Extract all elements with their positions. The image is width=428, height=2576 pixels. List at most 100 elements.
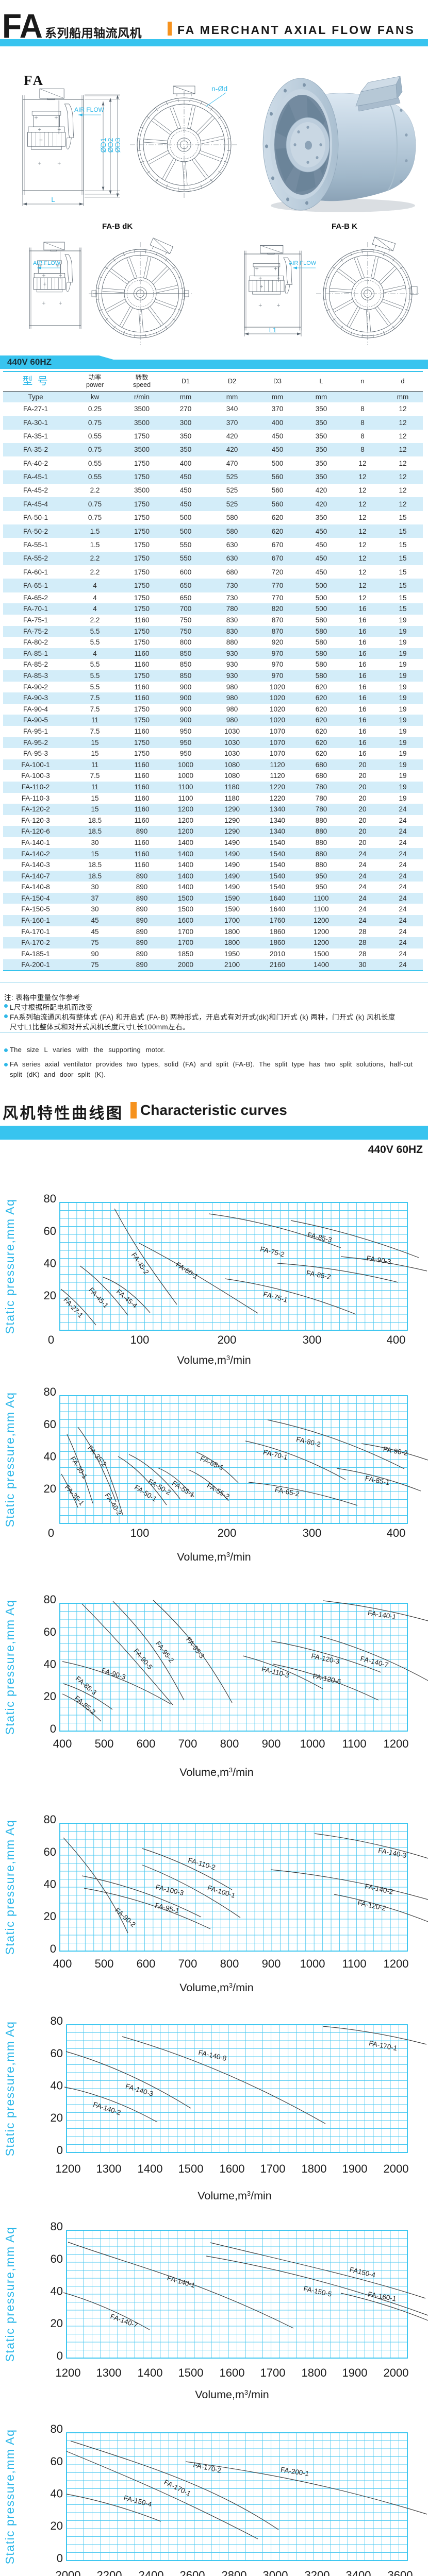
svg-text:900: 900 xyxy=(262,1737,281,1750)
svg-text:1100: 1100 xyxy=(342,1737,366,1750)
svg-text:L: L xyxy=(51,196,55,204)
svg-text:2600: 2600 xyxy=(180,2569,205,2576)
svg-text:20: 20 xyxy=(51,2317,63,2330)
svg-text:2800: 2800 xyxy=(222,2569,247,2576)
svg-text:800: 800 xyxy=(220,1957,239,1970)
svg-text:Static pressure,mm Aq: Static pressure,mm Aq xyxy=(3,2227,17,2362)
svg-text:80: 80 xyxy=(51,2014,63,2027)
svg-text:1100: 1100 xyxy=(342,1957,366,1970)
svg-text:20: 20 xyxy=(44,1690,56,1703)
svg-text:500: 500 xyxy=(95,1737,114,1750)
svg-text:60: 60 xyxy=(44,1845,56,1858)
svg-text:FA-150-4: FA-150-4 xyxy=(123,2494,153,2509)
svg-text:FA-85-2: FA-85-2 xyxy=(306,1269,332,1281)
svg-text:L1: L1 xyxy=(269,326,276,334)
svg-text:40: 40 xyxy=(51,2487,63,2500)
svg-text:400: 400 xyxy=(387,1333,406,1346)
svg-text:FA-75-1: FA-75-1 xyxy=(262,1290,288,1304)
svg-text:0: 0 xyxy=(50,1942,56,1955)
svg-text:FA-90-2: FA-90-2 xyxy=(383,1445,408,1457)
svg-text:FA-110-2: FA-110-2 xyxy=(187,1856,217,1871)
svg-text:400: 400 xyxy=(53,1737,72,1750)
svg-text:800: 800 xyxy=(220,1737,239,1750)
svg-text:600: 600 xyxy=(137,1737,156,1750)
svg-text:FA-27-1: FA-27-1 xyxy=(62,1296,85,1319)
svg-text:20: 20 xyxy=(51,2519,63,2532)
svg-text:1900: 1900 xyxy=(342,2366,368,2379)
svg-text:40: 40 xyxy=(44,1450,56,1463)
svg-text:FA-85-1: FA-85-1 xyxy=(365,1475,390,1487)
svg-text:900: 900 xyxy=(262,1957,281,1970)
svg-text:700: 700 xyxy=(178,1957,197,1970)
svg-text:1700: 1700 xyxy=(260,2162,286,2175)
svg-text:40: 40 xyxy=(51,2079,63,2092)
svg-text:Volume,m3/min: Volume,m3/min xyxy=(177,1354,251,1366)
svg-text:40: 40 xyxy=(44,1658,56,1671)
svg-text:60: 60 xyxy=(44,1225,56,1238)
svg-text:60: 60 xyxy=(51,2252,63,2265)
svg-text:60: 60 xyxy=(51,2455,63,2468)
svg-text:0: 0 xyxy=(57,2349,63,2362)
svg-text:1500: 1500 xyxy=(178,2162,204,2175)
svg-text:Volume,m3/min: Volume,m3/min xyxy=(197,2190,271,2202)
svg-text:Static pressure,mm Aq: Static pressure,mm Aq xyxy=(3,1820,17,1955)
svg-text:FA-95-1: FA-95-1 xyxy=(154,1902,180,1915)
svg-text:FA-140-7: FA-140-7 xyxy=(109,2312,139,2329)
svg-text:FA: FA xyxy=(24,73,44,88)
svg-text:FA-90-2: FA-90-2 xyxy=(113,1906,137,1928)
svg-text:0: 0 xyxy=(48,1333,54,1346)
svg-text:1700: 1700 xyxy=(260,2366,286,2379)
svg-text:700: 700 xyxy=(178,1737,197,1750)
svg-text:FA-140-7: FA-140-7 xyxy=(359,1655,389,1669)
svg-text:80: 80 xyxy=(44,1385,56,1398)
svg-text:1300: 1300 xyxy=(96,2162,122,2175)
svg-text:0: 0 xyxy=(57,2552,63,2565)
svg-text:FA-B K: FA-B K xyxy=(332,222,357,231)
svg-text:0: 0 xyxy=(57,2144,63,2157)
svg-text:FA-90-3: FA-90-3 xyxy=(101,1667,126,1681)
svg-text:Static pressure,mm Aq: Static pressure,mm Aq xyxy=(3,2429,17,2565)
svg-text:FA-70-1: FA-70-1 xyxy=(262,1448,288,1461)
svg-text:60: 60 xyxy=(51,2047,63,2060)
svg-text:1200: 1200 xyxy=(56,2162,81,2175)
svg-text:FA-140-8: FA-140-8 xyxy=(197,2048,227,2062)
svg-text:1800: 1800 xyxy=(302,2366,327,2379)
svg-text:2000: 2000 xyxy=(384,2366,409,2379)
svg-text:400: 400 xyxy=(387,1527,406,1539)
svg-text:FA-140-3: FA-140-3 xyxy=(125,2082,154,2098)
svg-text:500: 500 xyxy=(95,1957,114,1970)
svg-text:1200: 1200 xyxy=(384,1737,409,1750)
svg-text:ØD1: ØD1 xyxy=(99,138,107,152)
svg-text:FA-85-3: FA-85-3 xyxy=(307,1231,333,1244)
svg-text:AIR FLOW: AIR FLOW xyxy=(33,260,61,266)
svg-text:2400: 2400 xyxy=(139,2569,164,2576)
svg-text:FA-65-2: FA-65-2 xyxy=(274,1486,300,1498)
svg-text:FA-55-1: FA-55-1 xyxy=(171,1479,196,1499)
svg-text:FA-100-1: FA-100-1 xyxy=(207,1884,236,1900)
svg-text:1000: 1000 xyxy=(300,1737,325,1750)
svg-text:1600: 1600 xyxy=(220,2162,245,2175)
svg-text:FA-140-1: FA-140-1 xyxy=(166,2274,196,2290)
svg-text:80: 80 xyxy=(51,2220,63,2233)
svg-text:1800: 1800 xyxy=(302,2162,327,2175)
svg-text:20: 20 xyxy=(51,2111,63,2124)
svg-text:Volume,m3/min: Volume,m3/min xyxy=(179,1766,253,1778)
svg-text:ØD3: ØD3 xyxy=(113,138,122,152)
svg-text:FA-90-3: FA-90-3 xyxy=(366,1254,392,1265)
svg-text:FA-80-2: FA-80-2 xyxy=(295,1435,321,1448)
svg-text:3600: 3600 xyxy=(388,2569,413,2576)
svg-text:FA-150-5: FA-150-5 xyxy=(303,2284,332,2298)
svg-text:FA-120-6: FA-120-6 xyxy=(312,1672,341,1685)
svg-text:1400: 1400 xyxy=(138,2366,163,2379)
svg-text:60: 60 xyxy=(44,1625,56,1638)
svg-text:1900: 1900 xyxy=(342,2162,368,2175)
svg-text:3000: 3000 xyxy=(263,2569,288,2576)
svg-text:600: 600 xyxy=(137,1957,156,1970)
svg-text:AIR FLOW: AIR FLOW xyxy=(74,106,105,113)
svg-text:80: 80 xyxy=(44,1192,56,1205)
svg-text:20: 20 xyxy=(44,1289,56,1302)
svg-text:Volume,m3/min: Volume,m3/min xyxy=(195,2388,269,2401)
svg-text:40: 40 xyxy=(51,2285,63,2298)
svg-text:n-Ød: n-Ød xyxy=(211,84,227,93)
svg-text:20: 20 xyxy=(44,1910,56,1923)
